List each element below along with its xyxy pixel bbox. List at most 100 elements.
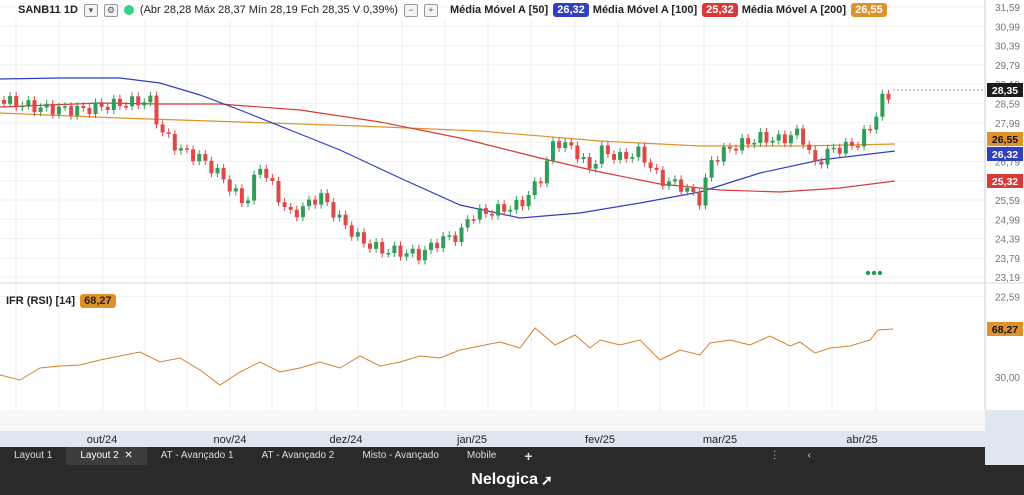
tab-layout-2[interactable]: Layout 2 ✕ [66,447,147,465]
candle [862,128,867,147]
candle [630,157,635,159]
candle [801,128,806,145]
candle [81,105,86,109]
candle [337,214,342,218]
ma100-line [0,102,896,193]
candle [227,179,232,192]
add-indicator-button[interactable]: + [423,3,438,17]
candle [435,242,440,249]
candle [868,128,873,131]
month-label: dez/24 [329,434,362,446]
y-tick-label: 25,59 [995,196,1020,207]
candle [300,206,305,218]
candle [605,145,610,155]
candle [172,133,177,151]
candle [136,96,141,106]
y-tick-label: 24,39 [995,235,1020,246]
candle [557,141,562,148]
ma200-tag: 26,55 [992,134,1018,146]
candle [50,103,55,115]
layout-tabs: Layout 1 Layout 2 ✕ AT - Avançado 1 AT -… [0,447,985,465]
candle [142,102,147,106]
candle [593,163,598,169]
axis-corner [985,410,1024,465]
tab-at-avancado-1[interactable]: AT - Avançado 1 [160,450,234,461]
candle [404,253,409,257]
signal-marker [865,270,871,276]
candle [691,187,696,193]
ticker-label[interactable]: SANB11 1D [18,4,78,16]
candle [8,96,13,104]
candle [178,148,183,151]
candle [856,145,860,148]
month-label: abr/25 [846,434,877,446]
candle [270,177,275,181]
more-icon[interactable]: ⋮ [769,450,780,461]
candle [215,167,220,174]
candle [361,232,366,244]
candle [380,242,385,254]
tab-at-avancado-2[interactable]: AT - Avançado 2 [261,450,335,461]
chart-header: SANB11 1D ▾ ⚙ (Abr 28,28 Máx 28,37 Mín 2… [0,0,985,20]
candle [331,202,336,218]
tab-misto-avancado[interactable]: Misto - Avançado [362,450,439,461]
y-tick-label: 23,19 [995,273,1020,284]
close-icon[interactable]: ✕ [124,450,133,461]
candle [38,107,43,113]
rsi-line [0,327,894,386]
candle [618,152,623,160]
candle [276,180,281,203]
candle [648,162,653,168]
ma100-chip: 25,32 [702,3,738,17]
logo-arrow-icon: ➚ [540,471,553,488]
candle [422,249,427,261]
candle [398,245,403,257]
candle [612,154,616,160]
candle [26,100,31,106]
candle [32,100,37,113]
candle [56,106,61,115]
candle [697,192,702,206]
candle [87,108,92,114]
price-chart[interactable]: 2504152404132605162709202907182712210110… [0,0,1024,447]
tab-layout-1[interactable]: Layout 1 [14,450,53,461]
ma100-tag: 25,32 [992,176,1018,188]
rsi-tag: 68,27 [992,324,1018,336]
y-tick-label: 23,79 [995,254,1020,265]
rsi-axis-tick: 30,00 [995,373,1020,384]
y-tick-label: 30,39 [995,42,1020,53]
add-tab-button[interactable]: + [524,448,533,464]
candle [264,168,269,178]
y-tick-label: 24,99 [995,215,1020,226]
chevron-left-icon[interactable]: ‹ [807,450,811,461]
footer-bar: Nelogica ➚ [0,465,1024,495]
y-tick-label: 26,79 [995,157,1020,168]
dropdown-icon[interactable]: ▾ [83,3,98,17]
candle [160,124,165,133]
candle [721,146,726,162]
candle [587,157,592,169]
ma200-tag-bg [987,132,1023,146]
candle [63,106,67,108]
candle [874,116,879,130]
tab-mobile[interactable]: Mobile [466,450,497,461]
ma50-label: Média Móvel A [50] [449,4,549,16]
candle [532,181,537,195]
ma100-tag-bg [987,174,1023,188]
ma50-line [0,77,896,219]
candle [239,188,244,204]
candle [441,236,446,249]
candle [117,98,122,106]
candle [483,208,488,214]
candle [471,219,476,221]
candle [758,132,763,143]
candle [2,100,6,104]
signal-marker [877,270,883,276]
candle [636,146,641,158]
minus-icon[interactable]: − [403,3,418,17]
candle [514,199,519,210]
settings-icon[interactable]: ⚙ [103,3,118,17]
candle [191,149,196,162]
candle [282,202,287,207]
candle [355,232,360,237]
